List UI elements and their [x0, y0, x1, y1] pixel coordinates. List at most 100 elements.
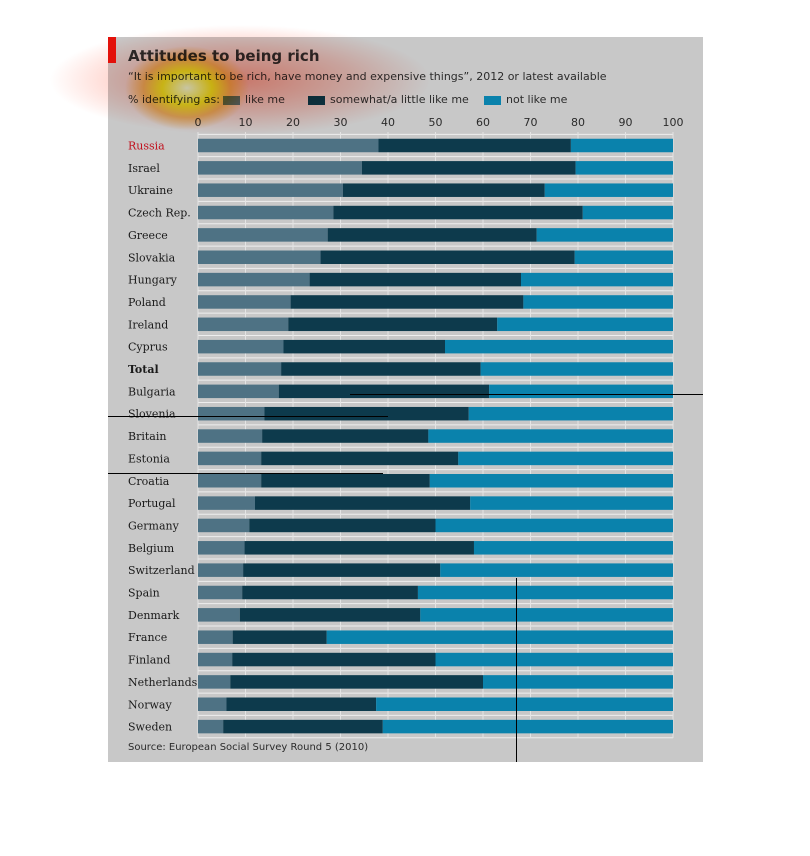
bar-segment	[239, 608, 421, 622]
category-label: Ukraine	[128, 184, 173, 197]
bar-segment	[473, 541, 673, 555]
overlay-line	[516, 578, 517, 762]
category-label: Norway	[128, 698, 172, 711]
bar-segment	[198, 138, 379, 153]
category-label: Estonia	[128, 452, 170, 465]
overlay-line	[108, 473, 383, 474]
bar-segment	[483, 675, 673, 689]
category-label: Slovenia	[128, 408, 176, 421]
bar-segment	[198, 429, 263, 443]
category-label: Belgium	[128, 542, 175, 555]
category-label: Israel	[128, 162, 160, 175]
bar-segment	[198, 406, 265, 421]
category-label: Hungary	[128, 274, 178, 287]
category-label: Finland	[128, 654, 170, 667]
bar-segment	[198, 161, 362, 175]
x-tick-label: 100	[663, 116, 684, 129]
bar-segment	[327, 228, 537, 242]
bar-segment	[198, 518, 250, 533]
x-tick-label: 40	[381, 116, 395, 129]
overlay-line	[350, 394, 703, 395]
category-label: Portugal	[128, 497, 176, 510]
legend-item-not-like-me: not like me	[484, 93, 567, 106]
legend-label: not like me	[506, 93, 568, 106]
x-tick-label: 30	[334, 116, 348, 129]
bar-segment	[333, 205, 583, 220]
bar-segment	[198, 585, 243, 600]
category-label: Cyprus	[128, 341, 168, 354]
bar-segment	[232, 652, 436, 667]
category-label: Britain	[128, 430, 166, 443]
category-label: Croatia	[128, 475, 170, 488]
bar-segment	[198, 474, 262, 488]
bar-segment	[198, 608, 240, 622]
bar-segment	[480, 362, 673, 376]
category-label: Bulgaria	[128, 385, 176, 398]
bar-segment	[198, 272, 310, 287]
bar-segment	[281, 362, 481, 376]
category-label: Slovakia	[128, 251, 176, 264]
x-tick-label: 50	[429, 116, 443, 129]
bar-segment	[198, 563, 244, 577]
bar-segment	[230, 675, 483, 689]
bar-segment	[249, 518, 436, 533]
bar-segment	[198, 339, 284, 354]
bar-segment	[521, 272, 673, 287]
bar-segment	[262, 429, 429, 443]
bar-segment	[378, 138, 571, 153]
bar-segment	[582, 205, 673, 220]
bar-segment	[574, 250, 673, 264]
bar-segment	[376, 697, 673, 711]
bar-segment	[458, 451, 673, 466]
bar-segment	[264, 406, 469, 421]
bar-segment	[242, 585, 418, 600]
category-label: Greece	[128, 229, 168, 242]
x-tick-label: 60	[476, 116, 490, 129]
bar-segment	[288, 317, 498, 332]
bar-segment	[429, 474, 673, 488]
bar-segment	[283, 339, 445, 354]
bar-segment	[198, 228, 328, 242]
bar-segment	[470, 496, 673, 510]
category-label: Czech Rep.	[128, 207, 191, 220]
bar-segment	[428, 429, 673, 443]
bar-segment	[445, 339, 673, 354]
bar-segment	[326, 630, 673, 644]
bar-segment	[575, 161, 673, 175]
source-note: Source: European Social Survey Round 5 (…	[128, 742, 369, 753]
bar-segment	[198, 496, 255, 510]
bar-segment	[232, 630, 327, 644]
bar-segment	[489, 384, 673, 399]
category-label: Switzerland	[128, 564, 195, 577]
bar-segment	[320, 250, 575, 264]
x-tick-label: 10	[239, 116, 253, 129]
bar-segment	[198, 250, 321, 264]
bar-segment	[198, 205, 334, 220]
bar-segment	[435, 518, 673, 533]
x-tick-label: 0	[195, 116, 202, 129]
category-label: France	[128, 631, 167, 644]
category-label: Russia	[128, 140, 165, 153]
bar-segment	[278, 384, 490, 399]
bar-segment	[198, 675, 231, 689]
legend-swatch	[484, 95, 501, 105]
x-tick-label: 20	[286, 116, 300, 129]
bar-segment	[198, 451, 262, 466]
bar-segment	[544, 183, 673, 197]
bar-segment	[198, 697, 227, 711]
bar-segment	[468, 406, 673, 421]
bar-segment	[198, 384, 279, 399]
bar-segment	[440, 563, 673, 577]
overlay-line	[108, 416, 388, 417]
bar-segment	[198, 652, 233, 667]
category-label: Ireland	[128, 318, 168, 331]
bar-segment	[226, 697, 377, 711]
bar-segment	[342, 183, 545, 197]
bar-segment	[198, 630, 233, 644]
bar-segment	[290, 295, 524, 309]
bar-segment	[435, 652, 673, 667]
bar-segment	[309, 272, 521, 287]
bar-segment	[243, 563, 441, 577]
bar-segment	[198, 719, 224, 734]
